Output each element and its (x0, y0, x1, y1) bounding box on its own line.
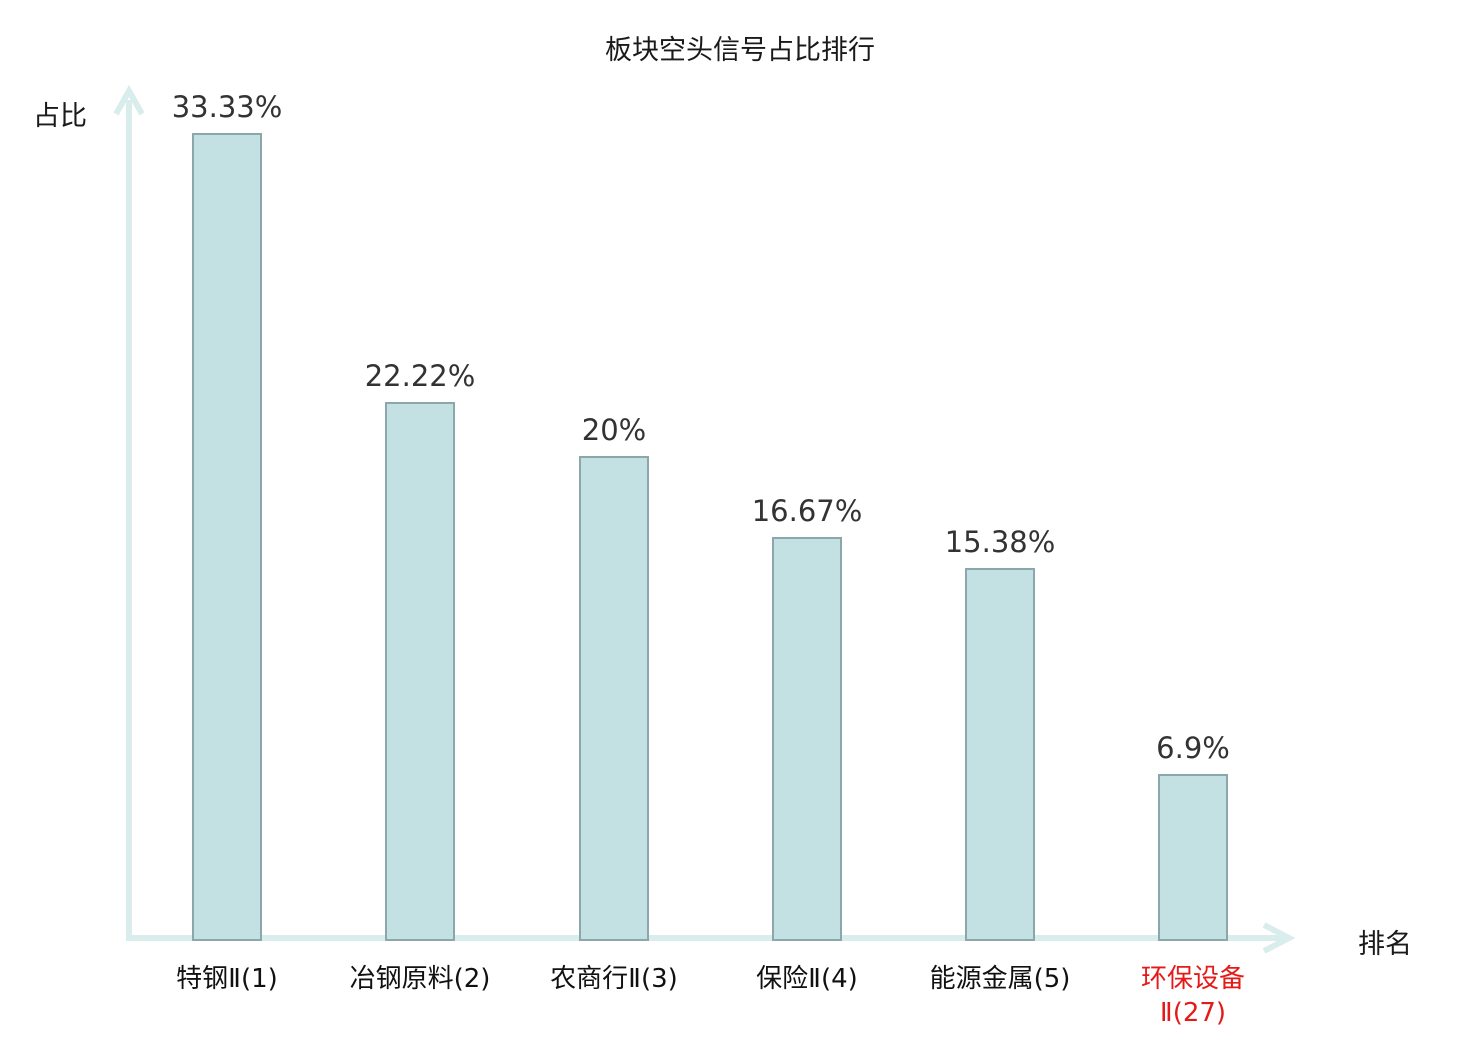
bar (1158, 774, 1228, 941)
y-axis-arrowhead-icon (113, 84, 145, 116)
bar-value-label: 22.22% (364, 359, 476, 393)
category-label: 环保设备 Ⅱ(27) (1140, 964, 1245, 1028)
x-axis-arrowhead-icon (1262, 922, 1296, 954)
category-label: 农商行Ⅱ(3) (550, 964, 678, 994)
bar (579, 456, 649, 941)
category-label: 特钢Ⅱ(1) (176, 964, 278, 994)
bar-value-label: 15.38% (944, 525, 1056, 559)
bar-group: 22.22% (323, 359, 517, 941)
bar-value-label: 20% (581, 413, 647, 447)
x-axis-label: 排名 (1358, 929, 1412, 960)
category-label: 保险Ⅱ(4) (756, 964, 858, 994)
bar (192, 133, 262, 941)
bar (772, 537, 842, 941)
bar-value-label: 6.9% (1156, 731, 1230, 765)
bar-group: 6.9% (1096, 731, 1290, 941)
bar (385, 402, 455, 941)
bar-group: 33.33% (130, 90, 324, 941)
bar-value-label: 33.33% (171, 90, 283, 124)
bar-value-label: 16.67% (751, 494, 863, 528)
bar-group: 16.67% (710, 494, 904, 941)
bar (965, 568, 1035, 941)
bar-group: 20% (517, 413, 711, 941)
bar-group: 15.38% (903, 525, 1097, 941)
category-label: 能源金属(5) (929, 964, 1071, 994)
y-axis-label: 占比 (33, 101, 87, 132)
chart-title: 板块空头信号占比排行 (605, 35, 875, 66)
category-label: 冶钢原料(2) (349, 964, 491, 994)
